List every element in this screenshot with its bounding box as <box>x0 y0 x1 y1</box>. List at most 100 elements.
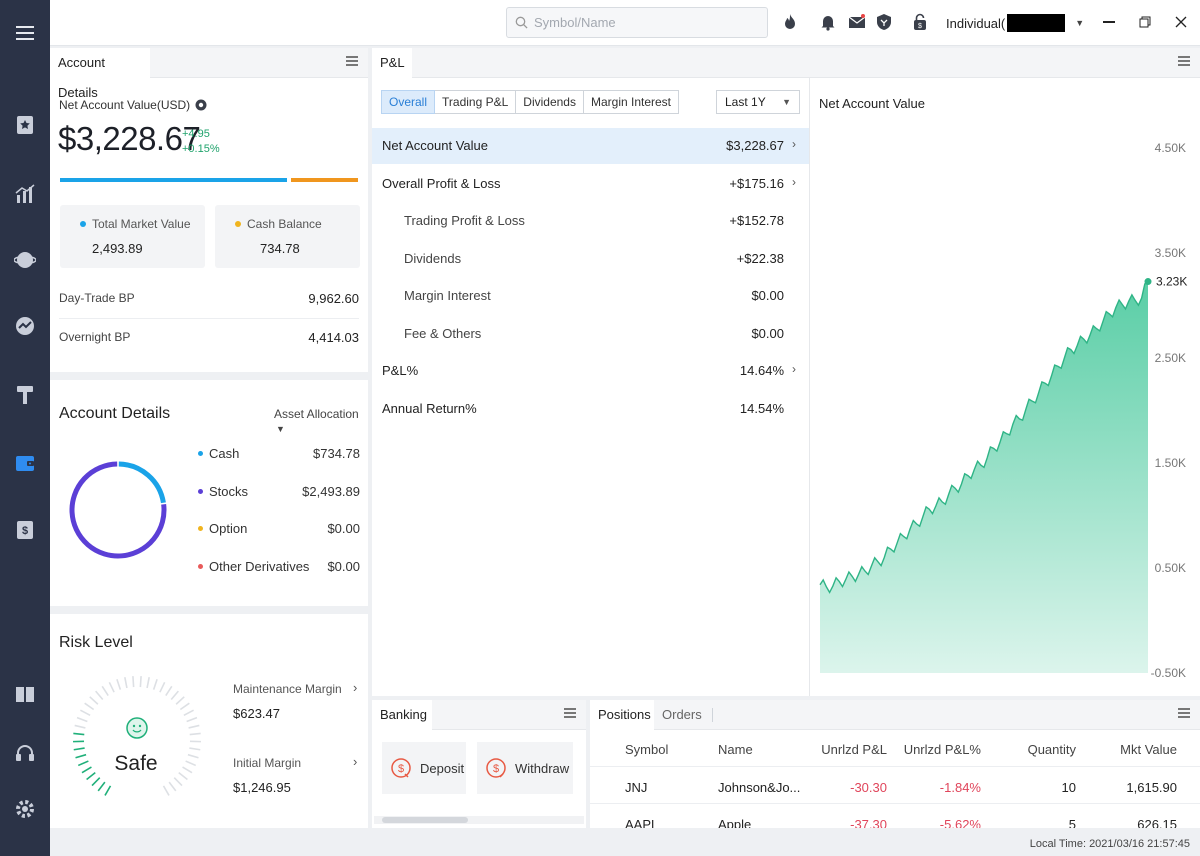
lock-icon[interactable]: $ <box>910 12 930 32</box>
market-dot <box>80 221 86 227</box>
chevron-right-icon: › <box>792 137 796 151</box>
account-selector[interactable]: Individual( ▼ <box>946 14 1084 32</box>
segment-overall[interactable]: Overall <box>381 90 436 114</box>
chevron-right-icon[interactable]: › <box>353 680 358 695</box>
gauge-tick <box>77 760 89 767</box>
restore-button[interactable] <box>1136 13 1154 31</box>
gauge-tick <box>132 676 135 688</box>
segment-margin-interest[interactable]: Margin Interest <box>582 90 680 114</box>
cash-balance-label: Cash Balance <box>247 217 322 231</box>
pl-row-value: $3,228.67 <box>726 138 784 153</box>
search-input[interactable] <box>534 15 764 30</box>
column-header[interactable]: Name <box>718 742 753 757</box>
wallet-icon[interactable] <box>13 451 37 475</box>
divider <box>712 708 713 722</box>
eye-icon[interactable] <box>195 99 207 111</box>
allocation-label: Other Derivatives <box>209 559 310 574</box>
withdraw-label: Withdraw <box>515 760 570 776</box>
settings-icon[interactable] <box>13 797 37 821</box>
menu-icon[interactable] <box>13 21 37 45</box>
deposit-button[interactable]: $ Deposit <box>382 742 466 794</box>
panel-menu-icon[interactable] <box>564 708 576 720</box>
segment-trading-p-l[interactable]: Trading P&L <box>434 90 517 114</box>
statement-icon[interactable]: $ <box>13 518 37 542</box>
column-header[interactable]: Quantity <box>1027 742 1076 757</box>
pl-row[interactable]: P&L% 14.64% › <box>372 353 809 389</box>
pl-row-value: +$152.78 <box>729 213 784 228</box>
tab-orders[interactable]: Orders <box>662 707 702 722</box>
risk-status: Safe <box>114 752 158 775</box>
chevron-right-icon[interactable]: › <box>353 754 358 769</box>
nav-label-row: Net Account Value(USD) <box>59 98 207 112</box>
gauge-tick <box>152 678 158 690</box>
deposit-label: Deposit <box>420 760 465 776</box>
chart-icon[interactable] <box>13 314 37 338</box>
screener-icon[interactable] <box>13 248 37 272</box>
minimize-button[interactable] <box>1100 13 1118 31</box>
maintenance-label: Maintenance Margin <box>233 682 342 696</box>
allocation-name: Stocks <box>198 484 248 499</box>
search-box[interactable] <box>506 7 768 38</box>
pl-row-label: Dividends <box>404 250 462 266</box>
support-icon[interactable] <box>13 741 37 765</box>
table-cell-pl: -30.30 <box>850 780 887 795</box>
book-icon[interactable] <box>13 682 37 706</box>
shield-icon[interactable] <box>874 12 894 32</box>
pl-row: Fee & Others $0.00 <box>372 316 809 352</box>
panel-menu-icon[interactable] <box>1178 708 1190 720</box>
cash-dot <box>235 221 241 227</box>
pl-row: Dividends +$22.38 <box>372 241 809 277</box>
horizontal-scrollbar[interactable] <box>374 816 584 824</box>
y-tick-label: -0.50K <box>1151 666 1186 680</box>
table-cell-pl_pct: -1.84% <box>939 780 981 795</box>
column-header[interactable]: Unrlzd P&L <box>821 742 887 757</box>
scrollbar-thumb[interactable] <box>382 817 468 823</box>
allocation-value: $734.78 <box>313 446 360 461</box>
segment-dividends[interactable]: Dividends <box>515 90 584 114</box>
nav-change-abs: +4.95 <box>182 128 210 140</box>
pl-row[interactable]: Overall Profit & Loss +$175.16 › <box>372 166 809 202</box>
gauge-tick <box>178 772 188 781</box>
allocation-name: Cash <box>198 446 239 461</box>
fire-icon[interactable] <box>780 12 800 32</box>
daytrade-value: 9,962.60 <box>308 291 359 306</box>
tab-banking[interactable]: Banking <box>372 700 432 730</box>
allocation-row: Stocks $2,493.89 <box>198 484 360 499</box>
tab-positions[interactable]: Positions <box>590 700 654 730</box>
asset-allocation-dropdown[interactable]: Asset Allocation ▼ <box>274 407 368 435</box>
status-bar: Local Time: 2021/03/16 21:57:45 <box>50 830 1200 856</box>
pl-panel: P&L Overall Trading P&L Dividends Margin In… <box>372 48 1200 696</box>
svg-text:$: $ <box>918 23 922 30</box>
column-header[interactable]: Unrlzd P&L% <box>903 742 981 757</box>
pl-row-value: 14.54% <box>739 400 784 416</box>
pl-row[interactable]: Net Account Value $3,228.67 › <box>372 128 809 164</box>
gauge-tick <box>75 753 87 759</box>
withdraw-button[interactable]: $ Withdraw <box>477 742 573 794</box>
banking-panel: Banking $ Deposit $ Withdraw <box>372 700 586 828</box>
column-header[interactable]: Mkt Value <box>1120 742 1177 757</box>
allocation-label: Option <box>209 521 248 536</box>
cash-balance: 734.78 <box>260 241 300 256</box>
gauge-tick <box>159 681 166 693</box>
gauge-tick <box>175 696 185 705</box>
gauge-tick <box>188 724 200 729</box>
close-button[interactable] <box>1172 13 1190 31</box>
mail-icon[interactable] <box>847 12 867 32</box>
period-select[interactable]: Last 1Y ▼ <box>716 90 800 114</box>
pl-row-value: +$175.16 <box>729 175 784 191</box>
withdraw-icon: $ <box>486 758 506 778</box>
column-header[interactable]: Symbol <box>625 742 669 757</box>
tab-pl[interactable]: P&L <box>372 48 412 78</box>
panel-menu-icon[interactable] <box>346 56 358 68</box>
last-point <box>1144 278 1152 286</box>
panel-menu-icon[interactable] <box>1178 56 1190 68</box>
tab-account-details[interactable]: Account Details <box>50 48 150 100</box>
table-cell-mkt: 1,615.90 <box>1126 780 1177 795</box>
gauge-tick <box>170 690 179 701</box>
gauge-tick <box>104 785 112 796</box>
bell-icon[interactable] <box>818 12 838 32</box>
gauge-tick <box>183 709 194 716</box>
watchlist-icon[interactable] <box>13 113 37 137</box>
markets-icon[interactable] <box>13 182 37 206</box>
paint-icon[interactable] <box>13 383 37 407</box>
